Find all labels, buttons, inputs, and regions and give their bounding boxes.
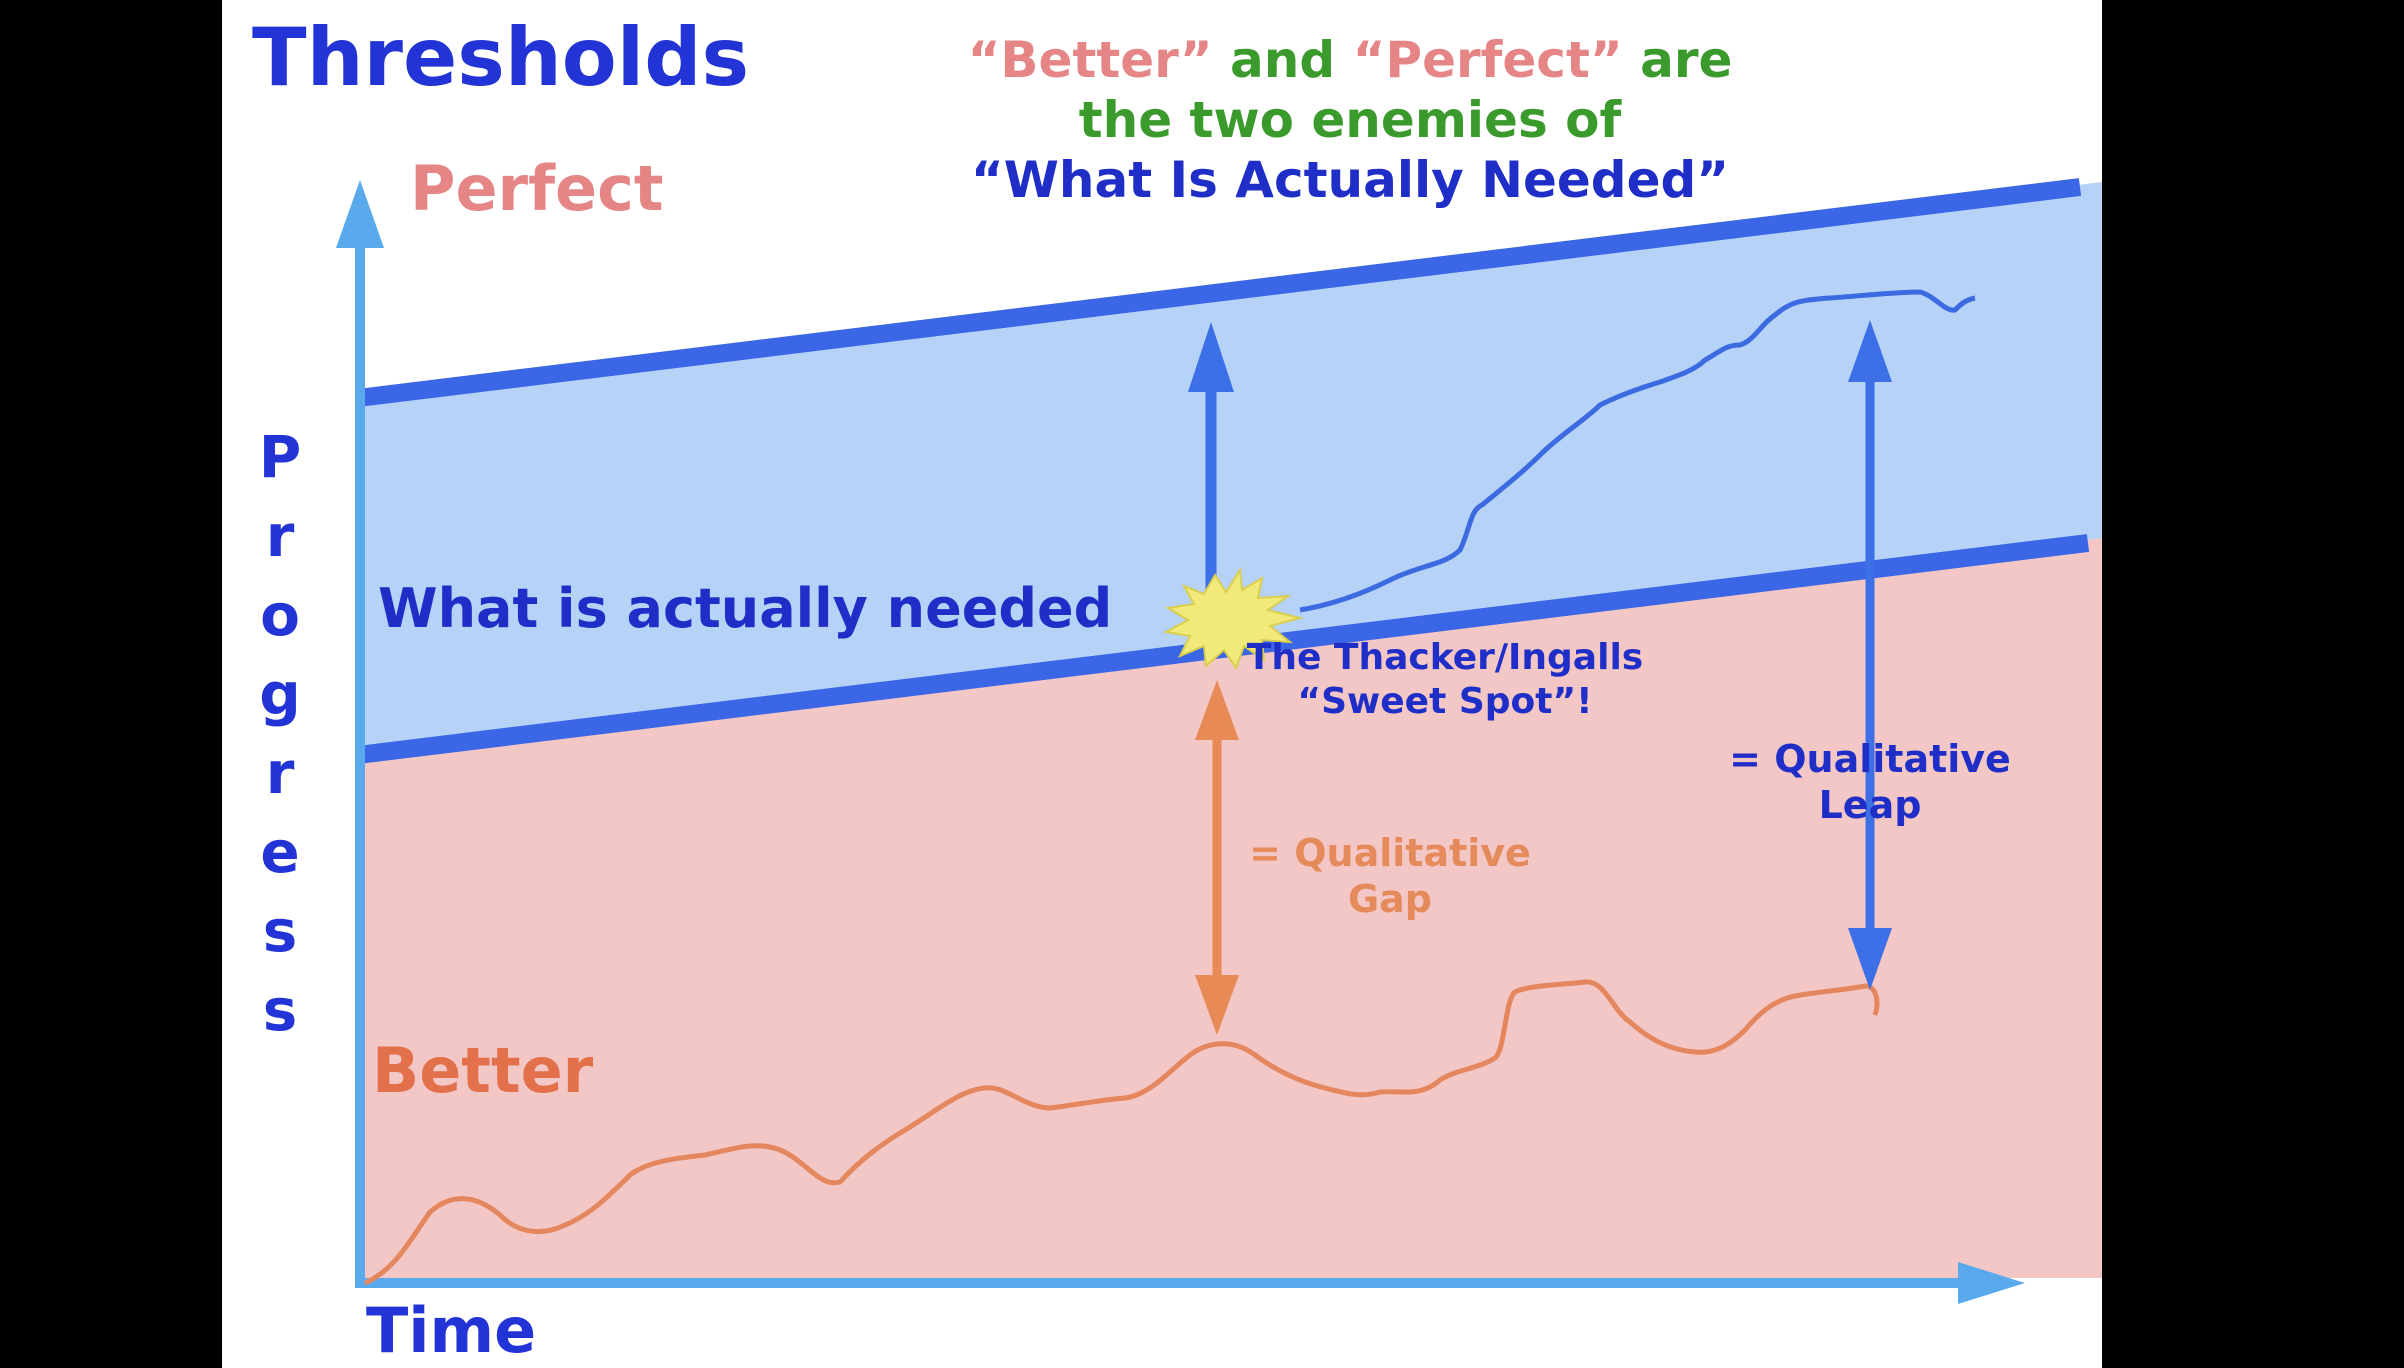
y-label-letter: P: [258, 423, 302, 491]
y-axis-arrowhead: [336, 180, 384, 248]
leap-arrowhead-bottom: [1848, 928, 1892, 990]
sweet-spot-up-arrowhead: [1188, 322, 1234, 392]
y-label-letter: s: [262, 897, 298, 965]
perfect-threshold-line: [356, 178, 2082, 407]
gap-line-1: = Qualitative: [1249, 831, 1531, 875]
y-label-letter: g: [259, 660, 301, 728]
gap-arrowhead-top: [1195, 680, 1239, 740]
gap-line-2: Gap: [1347, 877, 1433, 921]
y-label-letter: r: [265, 739, 295, 807]
quote-are: are: [1622, 31, 1733, 89]
needed-to-perfect-band: [360, 182, 2102, 752]
page-title: Thresholds: [252, 11, 750, 104]
quote-block: “Better” and “Perfect” are the two enemi…: [850, 30, 1850, 210]
qualitative-leap-caption: = Qualitative Leap: [1700, 736, 2040, 828]
quote-perfect: “Perfect”: [1352, 31, 1623, 89]
x-axis-arrowhead: [1958, 1262, 2025, 1304]
quote-line-2: the two enemies of: [1078, 91, 1622, 149]
quote-line-1: “Better” and “Perfect” are: [850, 30, 1850, 90]
sweet-spot-line-2: “Sweet Spot”!: [1297, 681, 1593, 722]
y-label-letter: o: [260, 581, 300, 649]
x-axis-label: Time: [366, 1294, 537, 1367]
sweet-spot-line-1: The Thacker/Ingalls: [1246, 637, 1644, 678]
leap-line-1: = Qualitative: [1729, 737, 2011, 781]
better-label: Better: [372, 1034, 594, 1107]
leap-line-2: Leap: [1818, 783, 1922, 827]
quote-better: “Better”: [967, 31, 1213, 89]
y-label-letter: e: [260, 818, 300, 886]
leap-arrowhead-top: [1848, 320, 1892, 382]
needed-label: What is actually needed: [378, 577, 1113, 640]
y-axis-label: P r o g r e s s: [250, 418, 310, 1050]
sweet-spot-burst: [1162, 567, 1304, 671]
better-progress-line: [363, 979, 1880, 1286]
y-label-letter: s: [262, 976, 298, 1044]
perfect-progress-line: [1299, 289, 1976, 613]
gap-arrowhead-bottom: [1195, 975, 1239, 1035]
quote-line-3: “What Is Actually Needed”: [970, 151, 1730, 209]
qualitative-gap-caption: = Qualitative Gap: [1210, 830, 1570, 922]
perfect-label: Perfect: [410, 152, 664, 225]
sweet-spot-caption: The Thacker/Ingalls “Sweet Spot”!: [1190, 636, 1700, 724]
quote-and: and: [1212, 31, 1353, 89]
below-needed-band: [360, 538, 2102, 1278]
y-label-letter: r: [265, 502, 295, 570]
